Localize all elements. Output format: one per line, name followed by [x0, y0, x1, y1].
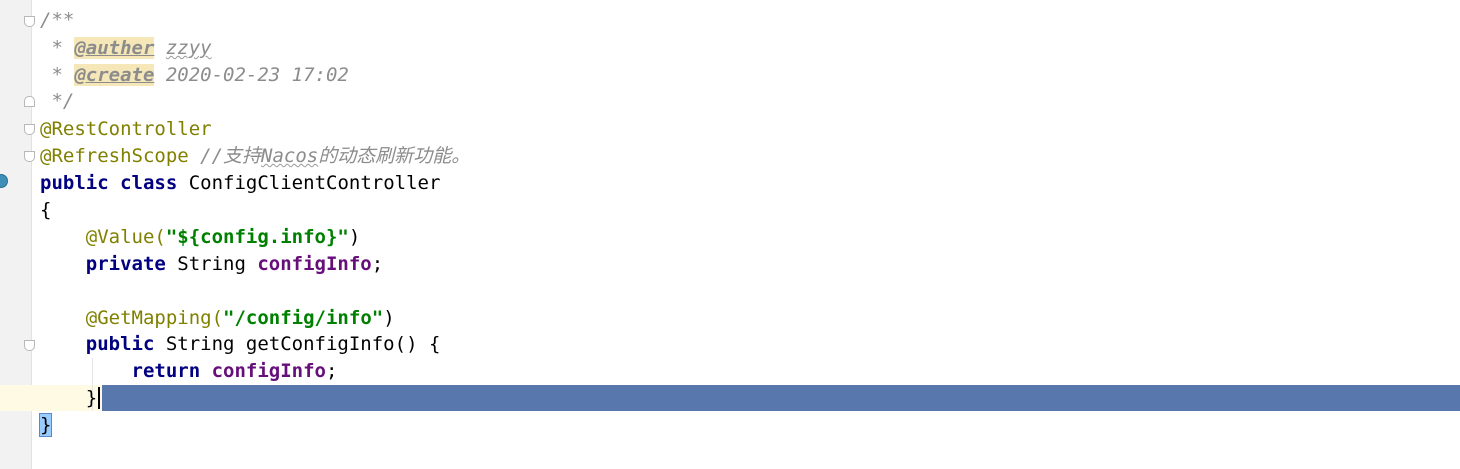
semicolon: ; [371, 253, 384, 275]
code-line-14[interactable]: return configInfo; [40, 358, 338, 384]
indent [40, 387, 86, 409]
text-selection [102, 385, 1460, 411]
semicolon: ; [326, 360, 338, 382]
doc-value-author: zzyy [165, 37, 212, 59]
doc-tag-create: @create [74, 64, 155, 86]
open-brace: { [40, 199, 52, 221]
keyword-private: private [85, 253, 166, 275]
string-literal-path: "/config/info" [223, 307, 384, 329]
field-configinfo: configInfo [211, 360, 326, 382]
doc-comment-star: * [40, 37, 75, 59]
code-line-3[interactable]: * @create 2020-02-23 17:02 [40, 62, 349, 88]
code-line-12[interactable]: @GetMapping("/config/info") [40, 305, 395, 331]
line-comment: //支持 [188, 145, 262, 167]
type-string: String [165, 253, 258, 275]
annotation-restcontroller: @RestController [40, 118, 212, 140]
code-line-5[interactable]: @RestController [40, 116, 212, 142]
annotation-value: @Value( [85, 226, 166, 248]
paren-close: ) [348, 226, 361, 248]
class-close-brace: } [38, 413, 53, 437]
fold-marker-icon[interactable] [24, 96, 35, 107]
class-name: ConfigClientController [177, 172, 441, 194]
line-comment-nacos: Nacos [261, 145, 319, 167]
fold-marker-icon[interactable] [24, 340, 35, 351]
paren-close: ) [383, 307, 395, 329]
doc-comment-open: /** [40, 9, 75, 31]
indent [40, 360, 132, 382]
doc-value-date: 2020-02-23 17:02 [154, 64, 349, 86]
annotation-refreshscope: @RefreshScope [40, 145, 189, 167]
doc-comment-close: */ [40, 90, 75, 112]
indent-guide [92, 358, 93, 410]
method-close-brace: } [85, 387, 98, 409]
keyword-return: return [131, 360, 201, 382]
field-configinfo: configInfo [257, 253, 372, 275]
line-comment-rest: 的动态刷新功能。 [318, 145, 471, 167]
indent [40, 307, 86, 329]
fold-marker-icon[interactable] [24, 16, 35, 27]
code-line-6[interactable]: @RefreshScope //支持Nacos的动态刷新功能。 [40, 143, 470, 169]
code-line-15[interactable]: } [40, 385, 101, 411]
space [200, 360, 211, 382]
keyword-class: class [120, 172, 178, 194]
code-line-7[interactable]: public class ConfigClientController [40, 170, 440, 196]
code-line-2[interactable]: * @auther zzyy [40, 35, 212, 61]
code-line-16[interactable]: } [38, 412, 53, 438]
code-line-8[interactable]: { [40, 197, 51, 223]
method-signature: String getConfigInfo() { [154, 333, 441, 355]
annotation-getmapping: @GetMapping( [85, 307, 224, 329]
code-line-4[interactable]: */ [40, 88, 74, 114]
keyword-public: public [85, 333, 155, 355]
fold-marker-icon[interactable] [24, 124, 35, 135]
indent [40, 253, 86, 275]
code-line-1[interactable]: /** [40, 7, 74, 33]
current-line-highlight [0, 385, 102, 411]
code-line-13[interactable]: public String getConfigInfo() { [40, 331, 441, 357]
fold-marker-icon[interactable] [24, 151, 35, 162]
doc-comment-star: * [40, 64, 75, 86]
indent [40, 333, 86, 355]
keyword-public: public [40, 172, 109, 194]
text-caret [98, 387, 101, 409]
code-line-10[interactable]: private String configInfo; [40, 251, 383, 277]
code-line-9[interactable]: @Value("${config.info}") [40, 224, 361, 250]
string-literal-config-info: "${config.info}" [165, 226, 349, 248]
indent [40, 226, 86, 248]
doc-tag-auther: @auther [74, 37, 155, 59]
